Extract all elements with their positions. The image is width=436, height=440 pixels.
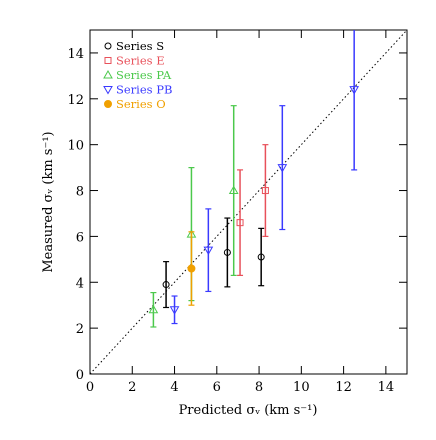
marker [236, 219, 244, 227]
marker [162, 281, 170, 289]
legend-label: Series E [116, 54, 165, 68]
marker [349, 86, 360, 95]
error-bar [171, 295, 178, 325]
error-bar [262, 144, 269, 237]
error-bar [163, 261, 170, 309]
y-tick-label: 6 [76, 230, 84, 245]
y-tick-label: 0 [76, 368, 84, 383]
error-bar [224, 217, 231, 288]
error-bar [150, 291, 157, 328]
marker [223, 248, 231, 256]
marker [104, 57, 112, 64]
plot-frame [89, 29, 408, 375]
plot-area [90, 30, 407, 374]
x-tick-label: 10 [293, 380, 310, 395]
marker [228, 185, 239, 195]
legend-label: Series S [116, 39, 164, 53]
y-axis-label: Measured σᵥ (km s⁻¹) [41, 131, 56, 272]
legend-label: Series O [116, 97, 166, 111]
marker [203, 246, 214, 256]
error-bar [279, 105, 286, 231]
y-tick-label: 10 [67, 139, 84, 154]
marker [104, 100, 112, 108]
y-tick-label: 8 [76, 185, 84, 200]
y-tick-label: 4 [76, 276, 84, 291]
marker [261, 187, 269, 195]
marker [187, 264, 196, 273]
x-tick-label: 4 [170, 380, 178, 395]
x-tick-label: 14 [378, 380, 395, 395]
x-tick-label: 12 [335, 380, 352, 395]
y-tick-label: 2 [76, 322, 84, 337]
y-tick-label: 14 [67, 47, 84, 62]
marker [169, 306, 180, 315]
x-tick-label: 0 [86, 380, 94, 395]
legend-label: Series PA [116, 68, 172, 82]
error-bar [230, 105, 237, 276]
marker [103, 86, 113, 95]
marker [257, 253, 265, 261]
error-bar [237, 169, 244, 276]
y-tick-label: 12 [67, 93, 84, 108]
marker [104, 42, 112, 50]
error-bar [205, 208, 212, 293]
error-bar [258, 227, 265, 287]
x-tick-label: 6 [213, 380, 221, 395]
legend-label: Series PB [116, 83, 172, 97]
error-bar [351, 30, 358, 171]
x-tick-label: 2 [128, 380, 136, 395]
marker [103, 69, 113, 79]
marker [148, 304, 159, 314]
x-tick-label: 8 [255, 380, 263, 395]
marker [277, 164, 288, 173]
x-axis-label: Predicted σᵥ (km s⁻¹) [179, 403, 318, 418]
